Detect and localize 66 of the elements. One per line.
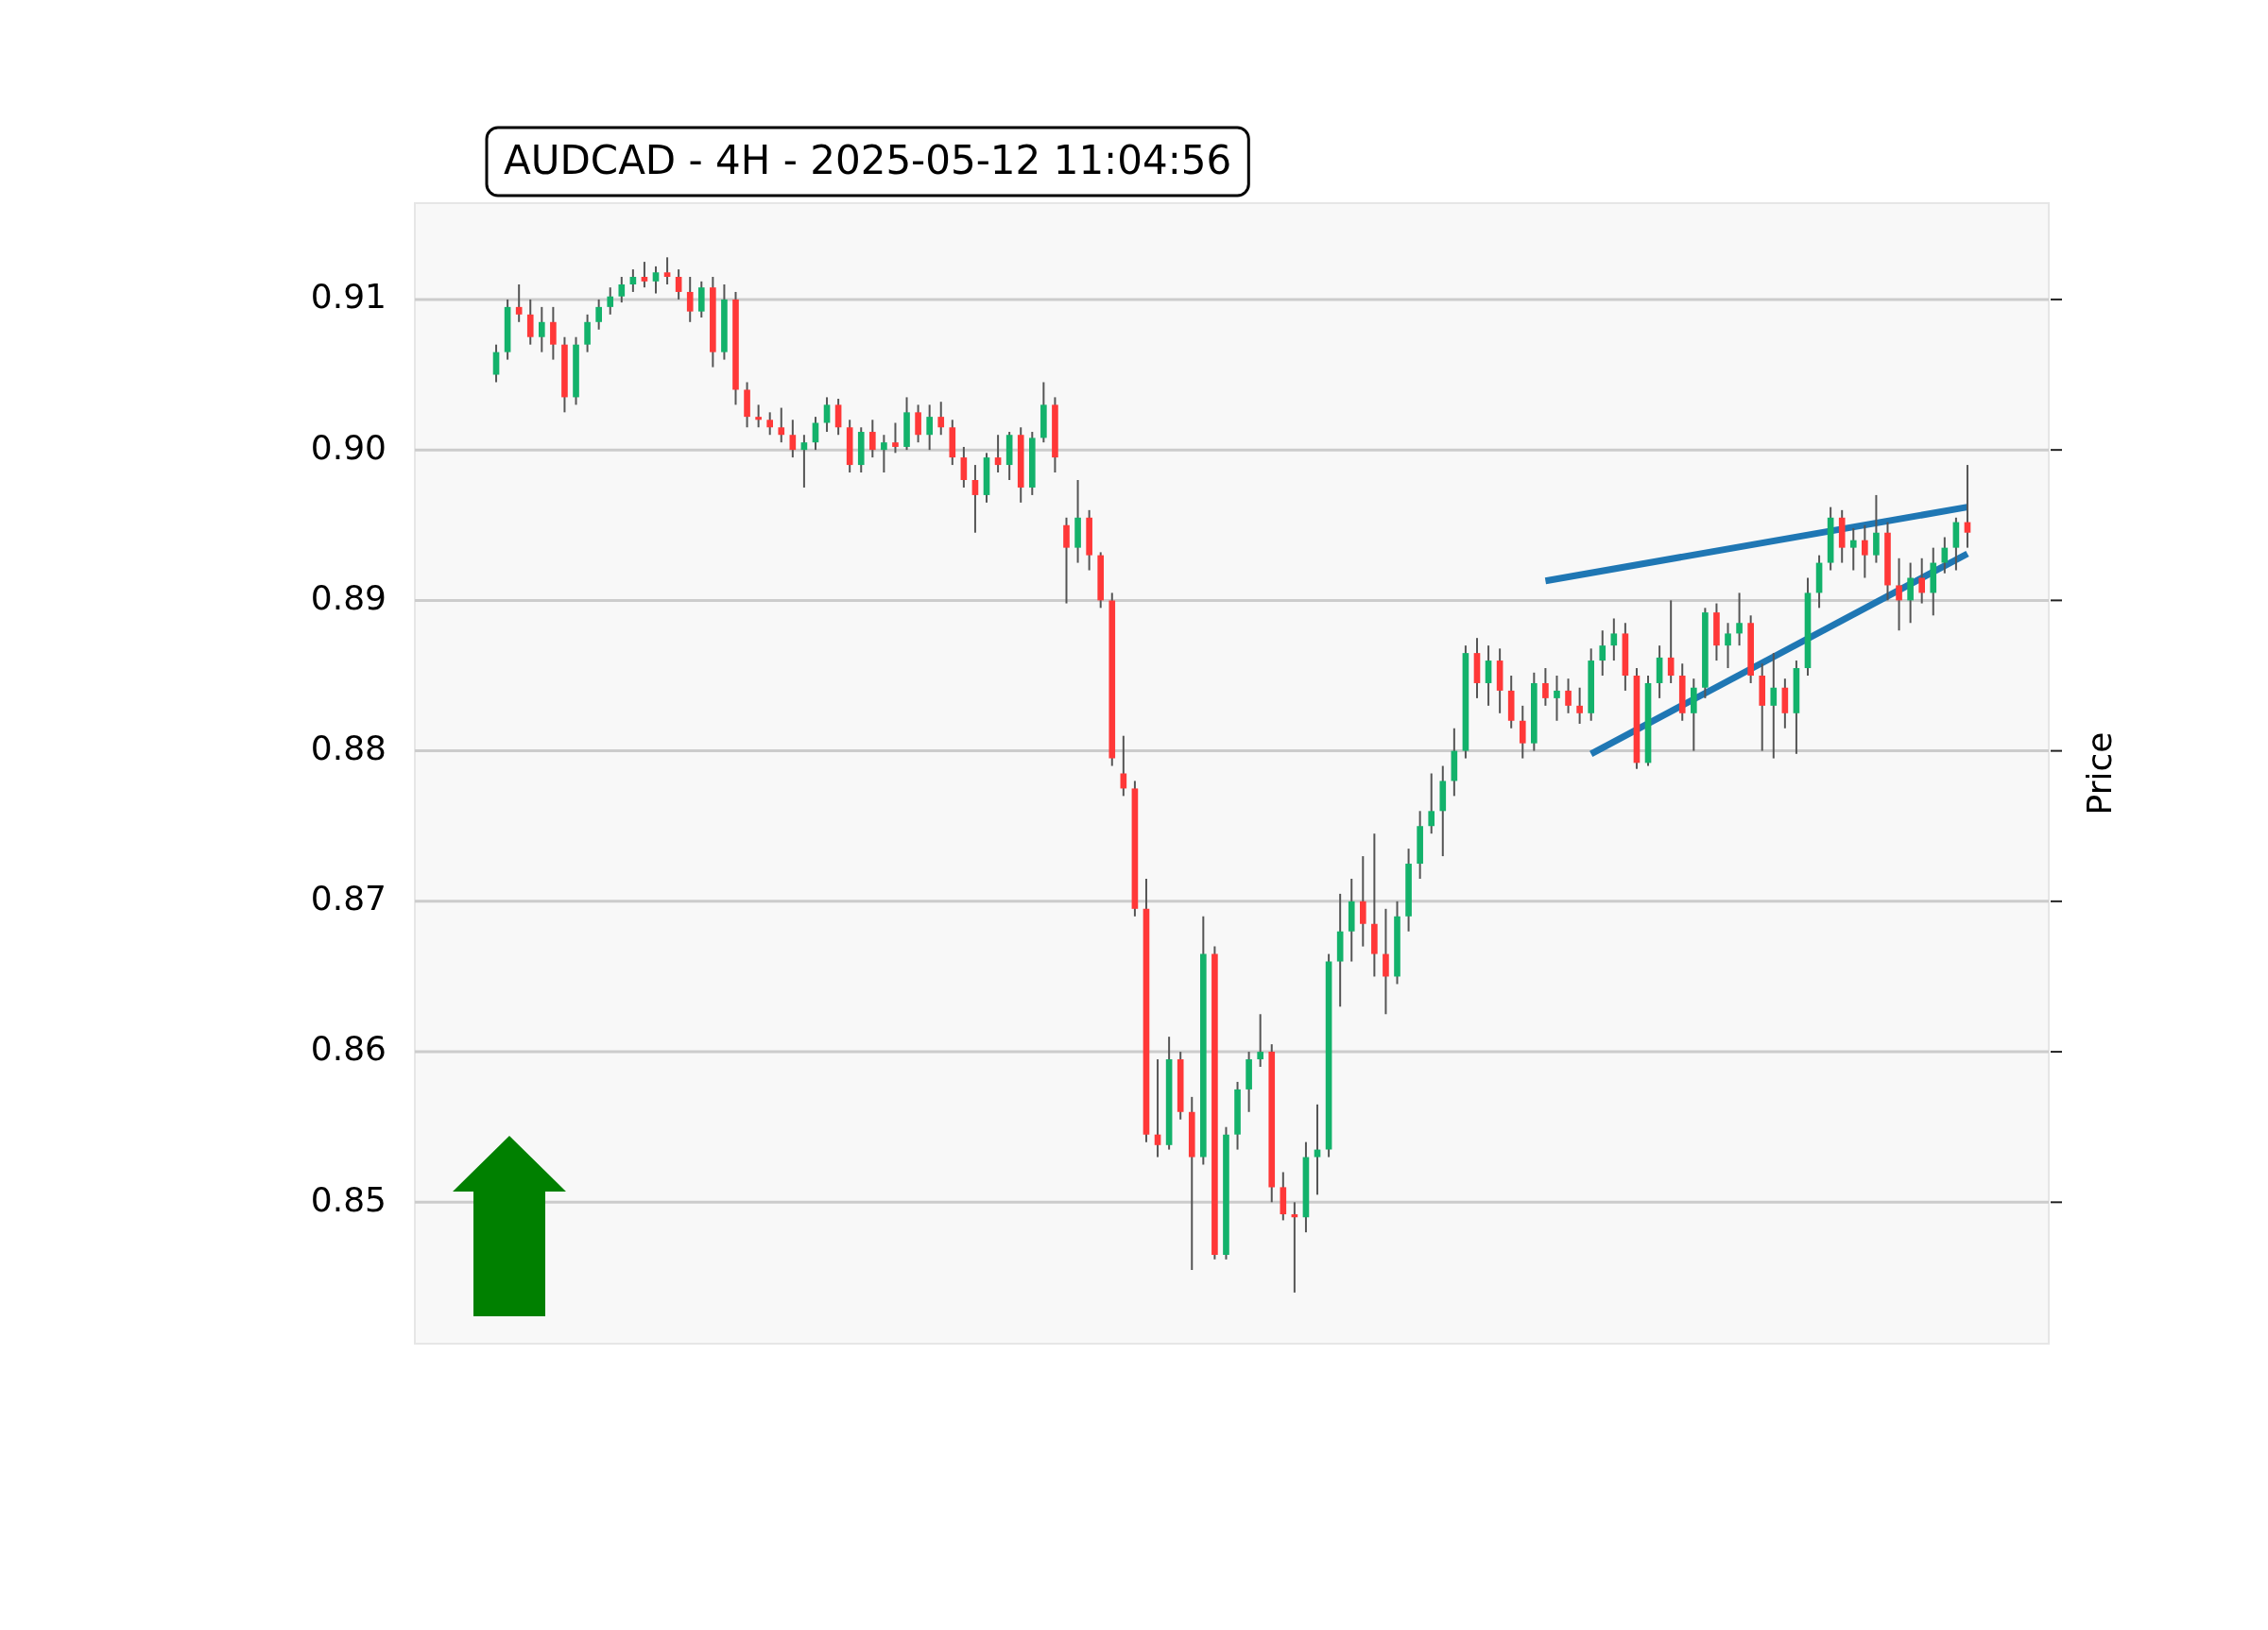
candlestick: [1667, 599, 1675, 684]
candlestick: [1554, 675, 1560, 722]
candlestick: [812, 416, 819, 452]
candlestick: [915, 403, 921, 444]
candlestick: [1257, 1013, 1263, 1069]
candlestick: [1063, 516, 1070, 605]
candlestick: [1907, 561, 1914, 625]
candlestick: [960, 445, 968, 489]
candlestick: [538, 305, 545, 353]
y-tick-label: 0.87: [310, 879, 387, 918]
candlestick: [1873, 493, 1880, 564]
candlestick: [1862, 523, 1868, 579]
candlestick: [629, 268, 637, 293]
candlestick: [1896, 557, 1902, 632]
candlestick: [1565, 678, 1572, 714]
candlestick: [515, 283, 523, 323]
candlestick: [1941, 536, 1949, 575]
candlestick: [618, 276, 626, 304]
candlestick: [584, 313, 591, 353]
candlestick: [1542, 667, 1549, 707]
candlestick: [834, 398, 842, 437]
candlestick: [823, 396, 831, 434]
y-tick-label: 0.89: [310, 577, 387, 617]
candlestick: [492, 343, 500, 384]
candlestick: [789, 419, 797, 459]
candlestick: [1314, 1103, 1321, 1196]
candlestick: [686, 276, 694, 323]
candlestick: [926, 403, 933, 452]
candlestick: [869, 419, 876, 459]
candlestick: [1359, 855, 1366, 948]
candlestick: [663, 256, 671, 285]
candlestick: [1519, 704, 1526, 760]
candlestick: [766, 411, 774, 437]
y-tick-label: 0.86: [310, 1029, 387, 1069]
candlestick: [994, 434, 1002, 474]
y-tick-label: 0.85: [310, 1179, 387, 1219]
candlestick: [755, 403, 762, 429]
candlestick: [550, 305, 557, 361]
y-tick-label: 0.91: [310, 277, 387, 317]
candlestick: [937, 401, 945, 437]
candlestick: [1736, 592, 1743, 647]
candlestick: [1576, 686, 1583, 725]
y-axis-title: Price: [2080, 731, 2120, 815]
candlestick: [971, 464, 979, 534]
candlestick: [881, 434, 887, 474]
candlestick: [1383, 907, 1389, 1016]
candlestick: [1599, 629, 1606, 677]
candlestick: [675, 268, 682, 300]
y-tick-label: 0.88: [310, 728, 387, 767]
candlestick: [1770, 652, 1778, 760]
candlestick: [595, 298, 602, 331]
y-tick-label: 0.90: [310, 427, 387, 467]
candlestick: [1428, 772, 1435, 835]
candlestick: [778, 406, 785, 444]
candlestick: [1485, 644, 1492, 707]
candlestick: [607, 286, 614, 316]
candlestick: [526, 298, 534, 346]
candlestick: [1849, 526, 1857, 572]
chart-title: AUDCAD - 4H - 2025-05-12 11:04:56: [504, 136, 1232, 183]
candlestick: [1725, 622, 1731, 670]
candlestick: [800, 434, 808, 489]
candlestick: [1610, 617, 1618, 662]
candlestick: [641, 261, 648, 289]
candlestick: [652, 265, 660, 295]
candlestick: [1918, 557, 1926, 605]
candlestick: [892, 421, 899, 455]
